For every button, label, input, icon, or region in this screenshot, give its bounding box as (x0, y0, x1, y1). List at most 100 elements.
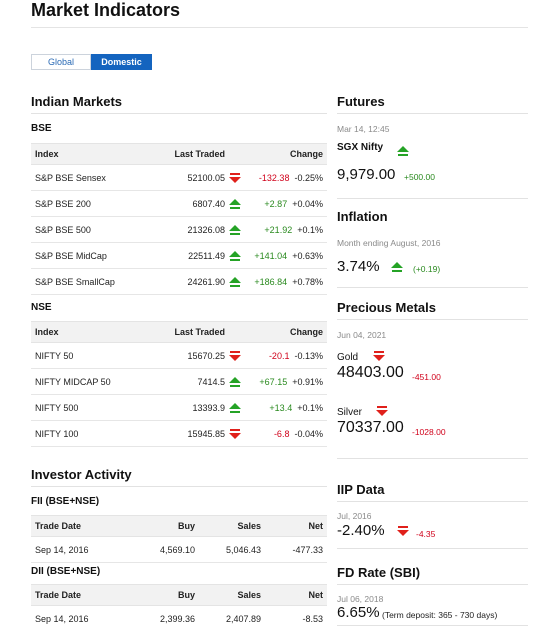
divider (337, 501, 528, 502)
index-name[interactable]: S&P BSE 200 (31, 190, 151, 217)
change-percent: -0.13% (294, 350, 323, 361)
divider (337, 458, 528, 459)
table-header: Index Last Traded Change (31, 143, 327, 165)
investor-activity-title: Investor Activity (31, 467, 132, 482)
col-change[interactable]: Change (245, 321, 327, 343)
up-arrow-icon (229, 276, 241, 287)
col-change[interactable]: Change (245, 143, 327, 165)
last-traded: 52100.05 (151, 164, 225, 191)
silver-value: 70337.00 (337, 419, 404, 436)
index-name[interactable]: NIFTY 100 (31, 420, 151, 447)
col-last-traded[interactable]: Last Traded (151, 143, 225, 165)
last-traded: 15945.85 (151, 420, 225, 447)
col-sales[interactable]: Sales (195, 584, 261, 606)
fii-table: Trade Date Buy Sales Net Sep 14, 2016 4,… (31, 515, 327, 563)
metals-date: Jun 04, 2021 (337, 330, 387, 340)
change-percent: +0.04% (292, 198, 323, 209)
table-row[interactable]: Sep 14, 2016 4,569.10 5,046.43 -477.33 (31, 536, 327, 563)
bse-title: BSE (31, 123, 52, 134)
fd-rate-value: 6.65% (337, 604, 380, 621)
last-traded: 24261.90 (151, 268, 225, 295)
index-name[interactable]: S&P BSE 500 (31, 216, 151, 243)
up-arrow-icon (229, 198, 241, 209)
buy-value: 2,399.36 (133, 605, 195, 629)
change-percent: +0.63% (292, 250, 323, 261)
table-row[interactable]: NIFTY 500 13393.9 +13.4 +0.1% (31, 394, 327, 421)
table-row[interactable]: S&P BSE 500 21326.08 +21.92 +0.1% (31, 216, 327, 243)
table-row[interactable]: S&P BSE MidCap 22511.49 +141.04 +0.63% (31, 242, 327, 269)
net-value: -477.33 (261, 536, 327, 563)
change-percent: +0.1% (297, 224, 323, 235)
sgx-nifty-link[interactable]: SGX Nifty (337, 142, 384, 153)
change-value: -20.1 (268, 350, 290, 361)
col-sales[interactable]: Sales (195, 515, 261, 537)
iip-title: IIP Data (337, 482, 385, 497)
up-arrow-icon (391, 262, 403, 272)
divider (337, 287, 528, 288)
nse-title: NSE (31, 302, 52, 313)
gold-value: 48403.00 (337, 364, 404, 381)
col-last-traded[interactable]: Last Traded (151, 321, 225, 343)
market-tabs: Global Domestic (31, 54, 152, 70)
table-row[interactable]: NIFTY MIDCAP 50 7414.5 +67.15 +0.91% (31, 368, 327, 395)
gold-label[interactable]: Gold (337, 352, 359, 363)
futures-date: Mar 14, 12:45 (337, 124, 390, 134)
col-net[interactable]: Net (261, 515, 327, 537)
col-trade-date[interactable]: Trade Date (31, 515, 133, 537)
down-arrow-icon (373, 351, 385, 361)
table-header: Trade Date Buy Sales Net (31, 515, 327, 537)
sales-value: 5,046.43 (195, 536, 261, 563)
table-row[interactable]: S&P BSE 200 6807.40 +2.87 +0.04% (31, 190, 327, 217)
fd-rate-note: (Term deposit: 365 - 730 days) (382, 610, 498, 620)
change-value: +13.4 (269, 402, 293, 413)
net-value: -8.53 (261, 605, 327, 629)
last-traded: 22511.49 (151, 242, 225, 269)
up-arrow-icon (229, 402, 241, 413)
last-traded: 6807.40 (151, 190, 225, 217)
inflation-period: Month ending August, 2016 (337, 238, 441, 248)
change-value: +67.15 (259, 376, 288, 387)
col-index[interactable]: Index (31, 143, 151, 165)
change-value: +186.84 (254, 276, 288, 287)
up-arrow-icon (229, 250, 241, 261)
divider (337, 319, 528, 320)
col-index[interactable]: Index (31, 321, 151, 343)
inflation-title: Inflation (337, 209, 388, 224)
index-name[interactable]: NIFTY MIDCAP 50 (31, 368, 151, 395)
inflation-change: (+0.19) (413, 264, 441, 274)
change-percent: -0.04% (294, 428, 323, 439)
table-row[interactable]: NIFTY 50 15670.25 -20.1 -0.13% (31, 342, 327, 369)
gold-change: -451.00 (412, 372, 441, 382)
col-buy[interactable]: Buy (133, 515, 195, 537)
index-name[interactable]: S&P BSE Sensex (31, 164, 151, 191)
change-value: +21.92 (264, 224, 293, 235)
index-name[interactable]: S&P BSE SmallCap (31, 268, 151, 295)
divider (31, 486, 327, 487)
table-header: Index Last Traded Change (31, 321, 327, 343)
inflation-value: 3.74% (337, 258, 380, 275)
col-buy[interactable]: Buy (133, 584, 195, 606)
divider (337, 198, 528, 199)
change-value: +141.04 (254, 250, 288, 261)
up-arrow-icon (229, 224, 241, 235)
index-name[interactable]: NIFTY 50 (31, 342, 151, 369)
index-name[interactable]: NIFTY 500 (31, 394, 151, 421)
dii-title: DII (BSE+NSE) (31, 566, 101, 577)
tab-domestic[interactable]: Domestic (91, 54, 152, 70)
col-trade-date[interactable]: Trade Date (31, 584, 133, 606)
divider (337, 625, 528, 626)
tab-global[interactable]: Global (31, 54, 91, 70)
down-arrow-icon (229, 428, 241, 439)
table-row[interactable]: NIFTY 100 15945.85 -6.8 -0.04% (31, 420, 327, 447)
table-row[interactable]: S&P BSE Sensex 52100.05 -132.38 -0.25% (31, 164, 327, 191)
last-traded: 13393.9 (151, 394, 225, 421)
dii-table: Trade Date Buy Sales Net Sep 14, 2016 2,… (31, 584, 327, 629)
trade-date: Sep 14, 2016 (31, 605, 133, 629)
index-name[interactable]: S&P BSE MidCap (31, 242, 151, 269)
table-row[interactable]: Sep 14, 2016 2,399.36 2,407.89 -8.53 (31, 605, 327, 629)
col-net[interactable]: Net (261, 584, 327, 606)
fd-rate-title: FD Rate (SBI) (337, 565, 421, 580)
table-row[interactable]: S&P BSE SmallCap 24261.90 +186.84 +0.78% (31, 268, 327, 295)
silver-label[interactable]: Silver (337, 407, 363, 418)
change-value: +2.87 (264, 198, 288, 209)
